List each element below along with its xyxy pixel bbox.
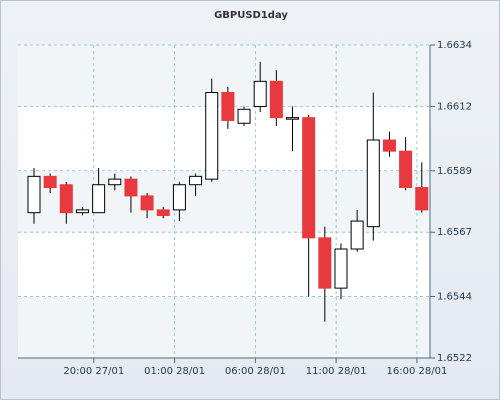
candle-body-bullish xyxy=(172,184,186,211)
candle-body-bearish xyxy=(399,150,413,189)
candle-body-bearish xyxy=(415,187,429,211)
x-tick-label: 11:00 28/01 xyxy=(306,366,367,377)
candle-body-bullish xyxy=(237,108,251,124)
candle-body-bearish xyxy=(43,175,57,189)
candle-body-bullish xyxy=(27,175,41,214)
candle-body-bearish xyxy=(269,80,283,119)
candle-body-bearish xyxy=(140,195,154,211)
x-tick-label: 06:00 28/01 xyxy=(225,366,286,377)
y-tick-label: 1.6544 xyxy=(437,292,472,303)
candle-body-bullish xyxy=(350,220,364,250)
candle-body-bullish xyxy=(366,139,380,228)
y-tick-label: 1.6612 xyxy=(437,101,472,112)
y-tick-label: 1.6589 xyxy=(437,166,472,177)
candle-body-bullish xyxy=(189,175,203,186)
candle-body-bullish xyxy=(205,92,219,180)
chart-title: GBPUSD1day xyxy=(214,10,288,21)
candle-body-bearish xyxy=(302,117,316,239)
y-tick-label: 1.6522 xyxy=(437,353,472,364)
plot-band xyxy=(18,296,430,358)
candle-body-bullish xyxy=(92,184,106,214)
candle-body-bearish xyxy=(156,209,170,216)
candle-body-bearish xyxy=(382,139,396,152)
candle-body-bullish xyxy=(253,80,267,107)
y-tick-label: 1.6634 xyxy=(437,40,472,51)
x-tick-label: 20:00 27/01 xyxy=(63,366,124,377)
candle-body-bearish xyxy=(59,184,73,214)
y-tick-label: 1.6567 xyxy=(437,227,472,238)
candle-body-bearish xyxy=(221,92,235,121)
x-tick-label: 16:00 28/01 xyxy=(387,366,448,377)
candle-body-bearish xyxy=(318,237,332,289)
x-tick-label: 01:00 28/01 xyxy=(144,366,205,377)
candle-body-bearish xyxy=(124,178,138,197)
candle-body-bullish xyxy=(286,117,300,120)
candle-body-bullish xyxy=(334,248,348,289)
candle-body-bullish xyxy=(108,178,122,186)
candle-body-bullish xyxy=(75,209,89,214)
